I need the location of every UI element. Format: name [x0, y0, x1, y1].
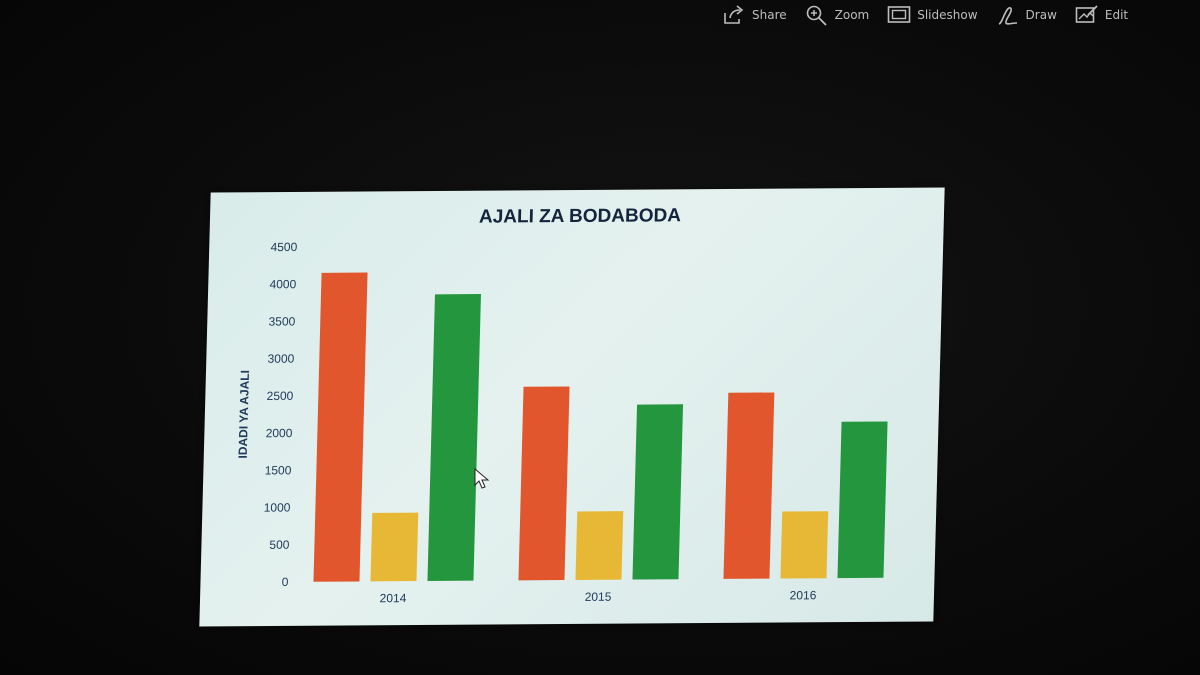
- draw-icon: [998, 7, 1017, 25]
- bar-2016-series-2: [780, 511, 829, 579]
- y-tick-label: 500: [269, 538, 290, 552]
- y-tick-label: 2500: [266, 389, 293, 403]
- x-tick-label: 2016: [789, 588, 816, 602]
- y-tick-label: 2000: [265, 426, 292, 440]
- y-tick-label: 3500: [268, 314, 295, 328]
- x-axis-ticks: 2014 2015 2016: [379, 588, 816, 605]
- x-tick-label: 2014: [379, 591, 406, 605]
- zoom-icon: [806, 5, 827, 26]
- bar-2014-series-1: [313, 272, 368, 582]
- y-tick-label: 0: [282, 575, 289, 589]
- photo-viewer-toolbar: Share Zoom Slideshow Draw Edit: [722, 0, 1146, 30]
- bar-2015-series-3: [632, 404, 684, 580]
- bar-2014-series-2: [370, 512, 419, 582]
- bar-2014-series-3: [427, 294, 481, 581]
- bar-2016-series-3: [837, 421, 888, 579]
- x-tick-label: 2015: [584, 590, 611, 604]
- mouse-cursor-icon: [474, 468, 490, 489]
- draw-button[interactable]: Draw: [996, 4, 1057, 26]
- y-tick-label: 4500: [270, 240, 297, 254]
- slideshow-icon: [887, 6, 911, 23]
- slideshow-button[interactable]: Slideshow: [887, 4, 978, 26]
- y-tick-label: 1000: [264, 501, 291, 515]
- bar-2015-series-2: [575, 511, 624, 580]
- y-tick-label: 4000: [269, 277, 296, 291]
- chart-title: AJALI ZA BODABODA: [479, 205, 682, 227]
- zoom-label: Zoom: [834, 8, 870, 22]
- y-axis-label: IDADI YA AJALI: [236, 370, 252, 459]
- chart-slide: AJALI ZA BODABODA IDADI YA AJALI 0 500 100…: [199, 187, 945, 627]
- y-tick-label: 3000: [267, 352, 294, 366]
- bar-2015-series-1: [518, 386, 570, 581]
- draw-label: Draw: [1025, 8, 1057, 22]
- share-label: Share: [752, 8, 787, 22]
- slideshow-label: Slideshow: [917, 8, 978, 22]
- edit-label: Edit: [1104, 8, 1129, 22]
- zoom-button[interactable]: Zoom: [805, 4, 870, 26]
- share-button[interactable]: Share: [722, 4, 787, 26]
- share-icon: [724, 5, 744, 24]
- bar-2016-series-1: [723, 392, 775, 579]
- y-tick-label: 1500: [265, 463, 292, 477]
- bars: [313, 272, 888, 582]
- edit-button[interactable]: Edit: [1075, 4, 1128, 26]
- edit-icon: [1075, 5, 1098, 23]
- bar-chart: AJALI ZA BODABODA IDADI YA AJALI 0 500 100…: [236, 205, 888, 605]
- y-axis-ticks: 0 500 1000 1500 2000 2500 3000 3500 4000 4500: [264, 240, 298, 589]
